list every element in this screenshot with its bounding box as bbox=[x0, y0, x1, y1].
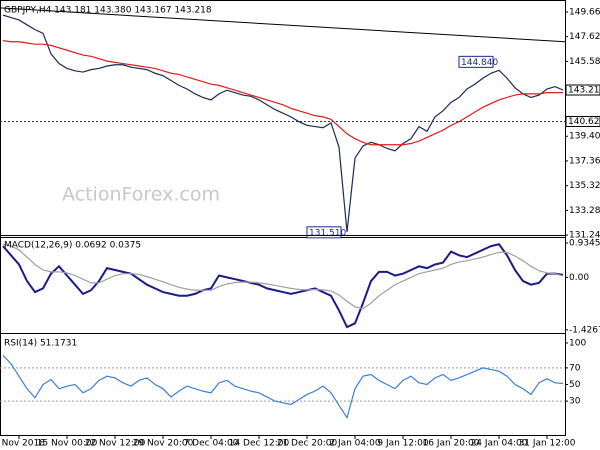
x-tick-label: 2 Jan 04:00 bbox=[329, 439, 381, 449]
series-line bbox=[2, 14, 564, 232]
series-line bbox=[2, 243, 564, 310]
x-tick-label: 29 Nov 20:00 bbox=[133, 439, 194, 449]
annotation-box bbox=[306, 226, 342, 239]
x-tick-label: 14 Dec 12:00 bbox=[229, 439, 290, 449]
level-box bbox=[565, 115, 600, 127]
y-tick-label: 149.660 bbox=[569, 7, 600, 17]
y-tick-label: 137.360 bbox=[569, 156, 600, 166]
y-tick-label: 139.400 bbox=[569, 132, 600, 142]
x-tick-label: 21 Dec 20:00 bbox=[277, 439, 338, 449]
price-label: 143.218 bbox=[568, 85, 600, 95]
series-line bbox=[2, 39, 563, 146]
y-tick-label: 100 bbox=[569, 338, 586, 348]
trend-line bbox=[0, 7, 566, 43]
annotation-label: 131.510 bbox=[309, 228, 346, 238]
y-tick-label: 70 bbox=[569, 363, 581, 373]
y-tick-label: 131.240 bbox=[569, 231, 600, 241]
x-tick-label: 24 Jan 04:00 bbox=[471, 439, 528, 449]
series-line bbox=[2, 243, 564, 329]
level-label: 140.620 bbox=[568, 117, 600, 127]
price-box bbox=[565, 84, 600, 96]
y-tick-label: -1.4267 bbox=[569, 325, 600, 335]
y-tick-label: 50 bbox=[569, 380, 581, 390]
x-tick-label: 7 Nov 2018 bbox=[0, 439, 45, 449]
y-tick-label: 145.580 bbox=[569, 57, 600, 67]
x-tick-label: 22 Nov 12:00 bbox=[85, 439, 146, 449]
panel-title: MACD(12,26,9) 0.0692 0.0375 bbox=[4, 241, 141, 251]
panel-title: RSI(14) 51.1731 bbox=[4, 339, 77, 349]
y-tick-label: 0.9345 bbox=[569, 238, 600, 248]
x-tick-label: 15 Nov 00:00 bbox=[37, 439, 98, 449]
watermark: ActionForex.com bbox=[62, 184, 220, 206]
x-tick-label: 31 Jan 12:00 bbox=[519, 439, 576, 449]
annotation-box bbox=[458, 55, 494, 68]
series-line bbox=[2, 355, 564, 420]
y-tick-label: 133.280 bbox=[569, 206, 600, 216]
annotation-label: 144.840 bbox=[461, 58, 498, 68]
y-tick-label: 30 bbox=[569, 397, 581, 407]
y-tick-label: 135.320 bbox=[569, 181, 600, 191]
x-tick-label: 16 Jan 20:00 bbox=[423, 439, 480, 449]
y-tick-label: 147.620 bbox=[569, 32, 600, 42]
x-tick-label: 7 Dec 04:00 bbox=[184, 439, 239, 449]
x-tick-label: 9 Jan 12:00 bbox=[377, 439, 429, 449]
panel-title: GBPJPY,H4 143.181 143.380 143.167 143.21… bbox=[4, 6, 212, 16]
y-tick-label: 0.00 bbox=[569, 273, 589, 283]
